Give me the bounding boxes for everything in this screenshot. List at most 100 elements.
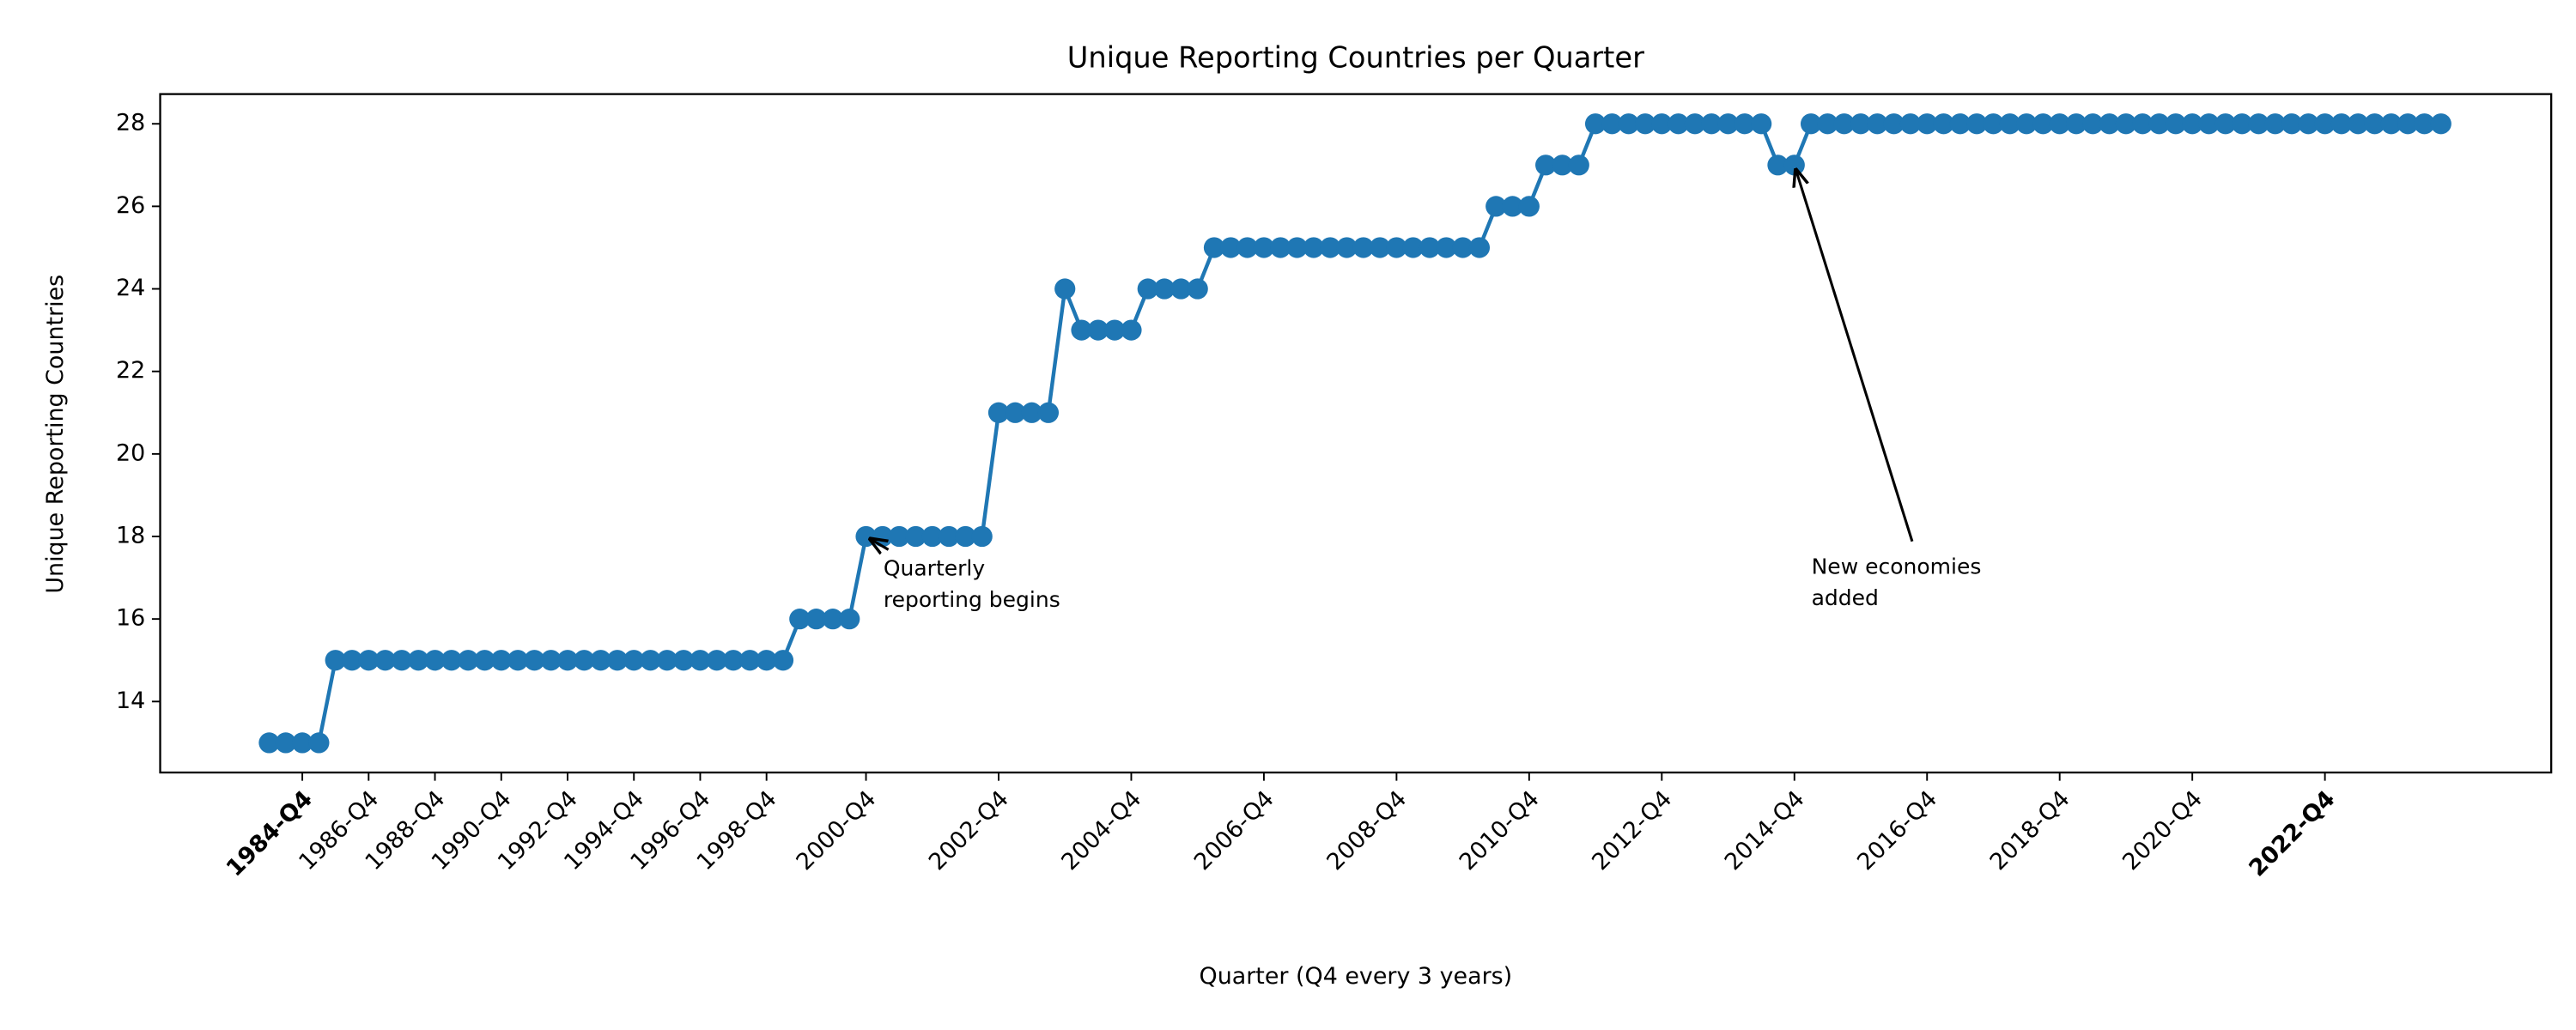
y-tick-label: 22 [116, 357, 145, 384]
data-point [1817, 113, 1838, 135]
data-point [1320, 237, 1341, 258]
data-point [905, 525, 927, 548]
plot-frame [159, 93, 2553, 774]
data-point [1552, 154, 1573, 176]
data-point [1468, 237, 1491, 258]
data-point [2364, 113, 2385, 135]
data-point [2414, 113, 2435, 135]
data-point [656, 650, 677, 671]
data-point [1236, 237, 1258, 258]
data-point [374, 650, 396, 671]
annotation-text: New economies [1812, 554, 1982, 579]
data-point [2380, 113, 2402, 135]
data-point [258, 732, 280, 754]
data-point [1336, 237, 1358, 258]
data-point [1071, 319, 1092, 341]
data-point [1054, 278, 1076, 300]
data-point [805, 609, 827, 630]
data-point [739, 650, 761, 671]
data-point [1899, 113, 1922, 135]
data-point [1966, 113, 1988, 135]
data-point [1933, 113, 1954, 135]
data-point [1584, 113, 1607, 135]
data-point [1104, 319, 1126, 341]
data-point [275, 732, 296, 754]
data-point [2314, 113, 2336, 135]
data-point [2148, 113, 2170, 135]
data-point [2132, 113, 2154, 135]
data-point [1668, 113, 1689, 135]
y-tick-label: 18 [116, 523, 145, 549]
data-point [1518, 196, 1540, 217]
data-point [1220, 237, 1242, 258]
data-point [1800, 113, 1822, 135]
data-point [490, 650, 512, 671]
data-point [391, 650, 413, 671]
data-point [1369, 237, 1391, 258]
data-point [1917, 113, 1938, 135]
data-point [987, 402, 1010, 423]
data-point [507, 650, 529, 671]
data-point [1717, 113, 1739, 135]
data-point [1502, 196, 1523, 217]
data-point [1983, 113, 2004, 135]
data-point [1651, 113, 1673, 135]
data-point [789, 609, 811, 630]
data-point [1419, 237, 1441, 258]
data-point [2348, 113, 2369, 135]
data-point [2165, 113, 2186, 135]
data-point [2281, 113, 2303, 135]
y-tick-label: 16 [116, 605, 145, 632]
data-point [1783, 154, 1805, 176]
data-point [921, 525, 943, 548]
data-point [1568, 154, 1589, 176]
data-point [772, 650, 794, 671]
data-point [971, 525, 993, 548]
annotation-arrow [871, 539, 890, 549]
data-point [1121, 319, 1142, 341]
data-point [2215, 113, 2236, 135]
data-point [2298, 113, 2319, 135]
data-point [623, 650, 645, 671]
annotation-text: Quarterly [884, 555, 986, 580]
data-point [2115, 113, 2137, 135]
data-point [1850, 113, 1872, 135]
data-point [1270, 237, 1291, 258]
data-point [424, 650, 446, 671]
data-point [358, 650, 380, 671]
data-point [341, 650, 363, 671]
data-point [2264, 113, 2286, 135]
data-point [1618, 113, 1639, 135]
data-point [2231, 113, 2253, 135]
data-point [722, 650, 744, 671]
data-point [1037, 402, 1060, 423]
data-point [325, 650, 346, 671]
y-tick-label: 24 [116, 275, 145, 301]
data-point [1386, 237, 1407, 258]
data-point [2248, 113, 2269, 135]
data-point [1751, 113, 1772, 135]
data-point [1021, 402, 1042, 423]
data-point [1253, 237, 1275, 258]
y-tick-label: 26 [116, 192, 145, 219]
data-point [1601, 113, 1623, 135]
data-point [1286, 237, 1308, 258]
data-point [955, 525, 976, 548]
data-point [756, 650, 777, 671]
data-point [1170, 278, 1192, 300]
data-point [308, 732, 330, 754]
data-point [1087, 319, 1109, 341]
data-point [2049, 113, 2070, 135]
data-point [1352, 237, 1374, 258]
data-point [574, 650, 595, 671]
data-point [1485, 196, 1507, 217]
data-point [822, 609, 844, 630]
y-tick-label: 28 [116, 110, 145, 136]
data-point [889, 525, 910, 548]
data-point [2330, 113, 2353, 135]
data-point [524, 650, 545, 671]
data-point [1452, 237, 1473, 258]
data-point [2430, 113, 2451, 135]
data-point [1203, 237, 1225, 258]
data-point [673, 650, 695, 671]
